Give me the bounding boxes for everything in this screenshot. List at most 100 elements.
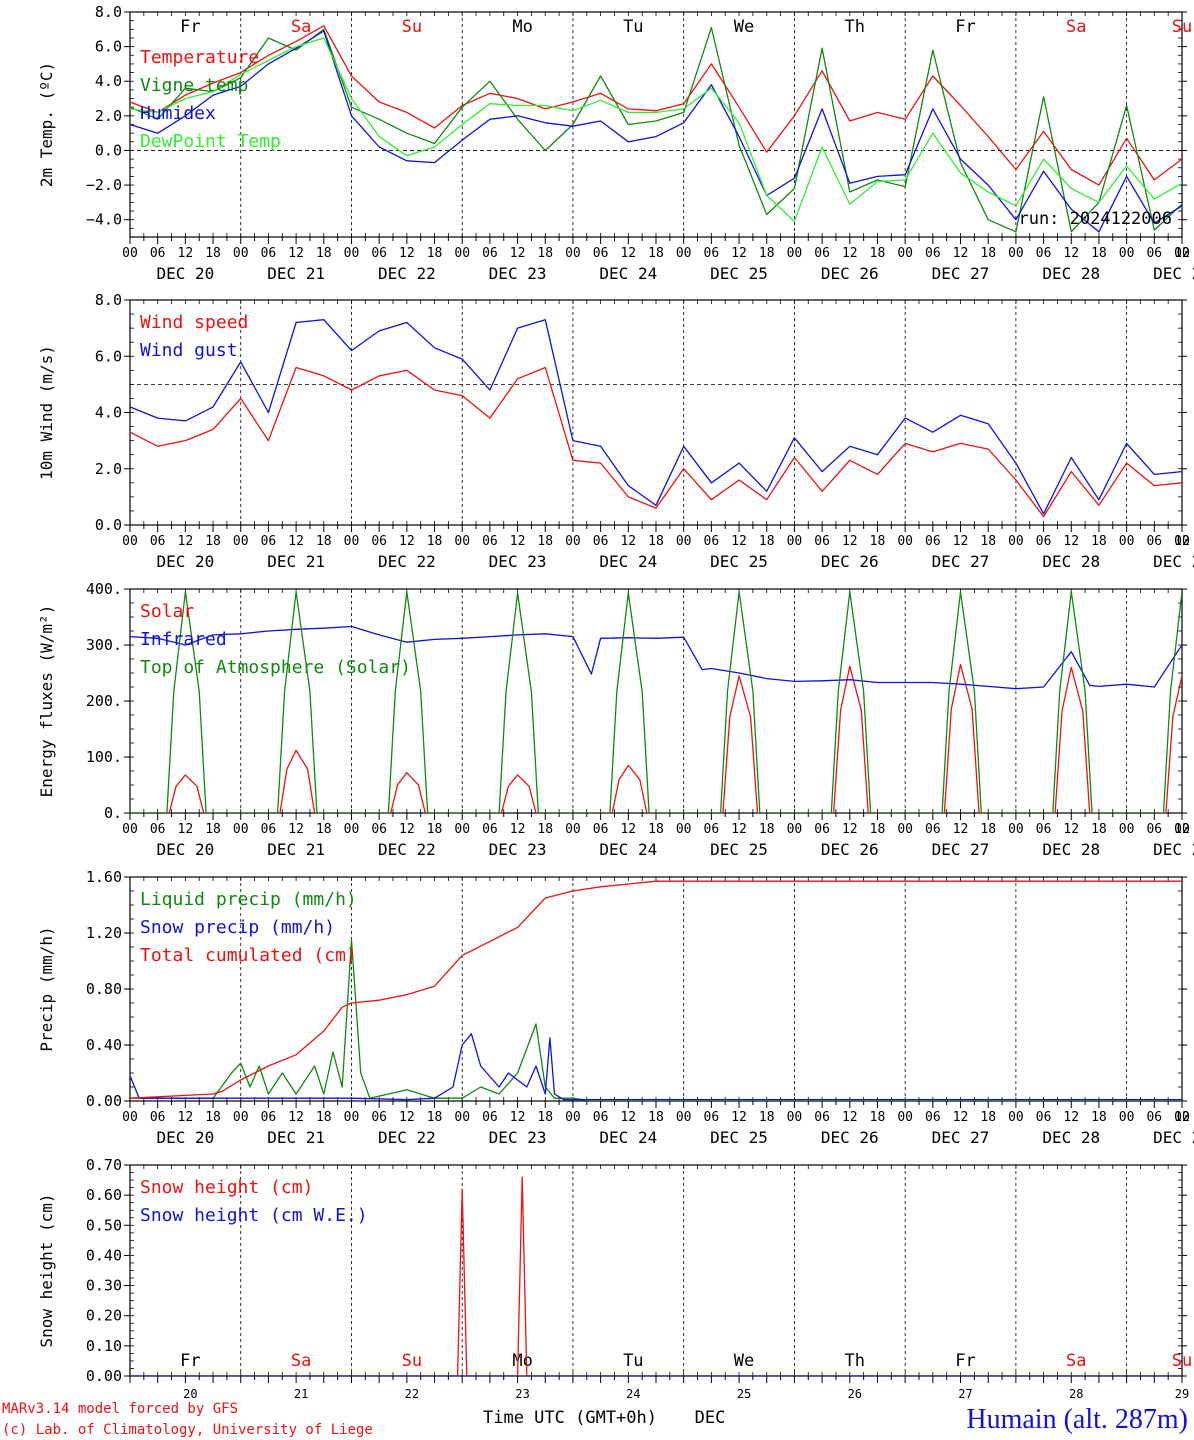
day-of-week-label: Th <box>845 1351 865 1371</box>
hour-label: 00 <box>565 822 581 837</box>
panel-2: 8.0 6.0 4.0 2.0 0.0 10m Wind (m/s) 00 06 12 18 DEC… <box>37 291 1194 571</box>
hour-label: 00 <box>1119 246 1135 261</box>
date-label: DEC 25 <box>710 840 768 859</box>
hour-label: 00 <box>1174 534 1190 549</box>
date-label: DEC 24 <box>599 552 657 571</box>
hour-label: 12 <box>620 1110 636 1125</box>
series-line-dewpoint-temp <box>130 37 1182 223</box>
date-label: DEC 21 <box>267 552 325 571</box>
hour-label: 06 <box>150 1110 166 1125</box>
hour-label: 12 <box>399 246 415 261</box>
legend-entry: Total cumulated (cm) <box>140 945 357 966</box>
hour-label: 00 <box>454 822 470 837</box>
hour-label: 18 <box>427 246 443 261</box>
date-label: DEC 22 <box>378 840 436 859</box>
hour-label: 18 <box>537 534 553 549</box>
y-axis-title: Snow height (cm) <box>37 1193 56 1347</box>
hour-label: 12 <box>178 822 194 837</box>
y-axis-title: Precip (mm/h) <box>37 926 56 1051</box>
hour-label: 06 <box>371 246 387 261</box>
hour-label: 12 <box>178 246 194 261</box>
hour-label: 18 <box>870 1110 886 1125</box>
hour-label: 12 <box>288 246 304 261</box>
hour-label: 00 <box>565 246 581 261</box>
hour-label: 06 <box>1036 822 1052 837</box>
hour-label: 06 <box>925 822 941 837</box>
day-of-week-label: Tu <box>623 17 643 37</box>
date-label: DEC 28 <box>1042 1128 1100 1147</box>
y-tick-label: 0.00 <box>86 1367 122 1385</box>
date-label: DEC 24 <box>599 840 657 859</box>
hour-label: 00 <box>897 822 913 837</box>
station-name: Humain (alt. 287m) <box>966 1404 1188 1435</box>
date-label: DEC 27 <box>932 1128 990 1147</box>
hour-label: 18 <box>870 246 886 261</box>
hour-label: 06 <box>1036 246 1052 261</box>
date-label: DEC 23 <box>489 1128 547 1147</box>
hour-label: 00 <box>676 246 692 261</box>
y-tick-label: −4.0 <box>86 211 122 229</box>
plot-area <box>130 591 1182 813</box>
plot-frame <box>129 876 1183 1102</box>
hour-label: 00 <box>454 246 470 261</box>
day-of-week-label: Sa <box>291 17 311 37</box>
hour-label: 12 <box>953 1110 969 1125</box>
hour-label: 18 <box>1091 1110 1107 1125</box>
legend-entry: Humidex <box>140 103 216 124</box>
hour-label: 06 <box>814 1110 830 1125</box>
legend-entry: Snow height (cm W.E.) <box>140 1205 368 1226</box>
hour-label: 00 <box>344 534 360 549</box>
hour-label: 18 <box>316 534 332 549</box>
date-label: DEC 25 <box>710 552 768 571</box>
hour-label: 00 <box>233 822 249 837</box>
bottom-day-number: 22 <box>405 1387 419 1401</box>
y-tick-label: 6.0 <box>95 38 122 56</box>
hour-label: 12 <box>1063 534 1079 549</box>
hour-label: 12 <box>1174 822 1190 837</box>
hour-label: 00 <box>787 822 803 837</box>
series-line-humidex <box>130 30 1182 233</box>
date-label: DEC 23 <box>489 264 547 283</box>
hour-label: 00 <box>233 534 249 549</box>
hour-label: 12 <box>399 822 415 837</box>
bottom-day-number: 26 <box>848 1387 862 1401</box>
legend-entry: Wind speed <box>140 312 248 333</box>
hour-label: 12 <box>620 534 636 549</box>
x-axis-title: Time UTC (GMT+0h) <box>483 1408 657 1428</box>
hour-label: 12 <box>731 534 747 549</box>
hour-label: 00 <box>897 534 913 549</box>
y-tick-label: 0.40 <box>86 1246 122 1264</box>
series-line-wind-gust <box>130 319 1182 515</box>
hour-label: 06 <box>704 1110 720 1125</box>
hour-label: 06 <box>593 246 609 261</box>
legend-entry: Temperature <box>140 47 259 68</box>
panel-1: 8.0 6.0 4.0 2.0 0.0 −2.0 −4.0 2m Temp. (ºC) 00 06… <box>37 3 1194 283</box>
day-of-week-label: Fr <box>180 1351 200 1371</box>
bottom-day-number: 20 <box>183 1387 197 1401</box>
day-of-week-label: Mo <box>512 1351 532 1371</box>
y-tick-label: 0.0 <box>95 516 122 534</box>
hour-label: 12 <box>953 534 969 549</box>
series-line-top-of-atmosphere-solar- <box>130 591 1182 813</box>
day-of-week-label: Sa <box>291 1351 311 1371</box>
hour-label: 06 <box>925 1110 941 1125</box>
hour-label: 18 <box>1091 246 1107 261</box>
hour-label: 00 <box>676 1110 692 1125</box>
hour-label: 00 <box>1008 246 1024 261</box>
hour-label: 00 <box>122 246 138 261</box>
hour-label: 06 <box>593 822 609 837</box>
legend-entry: Snow height (cm) <box>140 1177 313 1198</box>
hour-label: 18 <box>648 1110 664 1125</box>
hour-label: 18 <box>648 822 664 837</box>
hour-label: 00 <box>1008 1110 1024 1125</box>
date-label: DEC 20 <box>156 264 214 283</box>
hour-label: 12 <box>731 246 747 261</box>
hour-label: 06 <box>1146 246 1162 261</box>
series-line-infrared <box>130 625 1182 690</box>
hour-label: 00 <box>565 1110 581 1125</box>
date-label: DEC 27 <box>932 552 990 571</box>
date-label: DEC 27 <box>932 264 990 283</box>
hour-label: 12 <box>842 246 858 261</box>
hour-label: 00 <box>122 534 138 549</box>
date-label: DEC 29 <box>1153 1128 1194 1147</box>
